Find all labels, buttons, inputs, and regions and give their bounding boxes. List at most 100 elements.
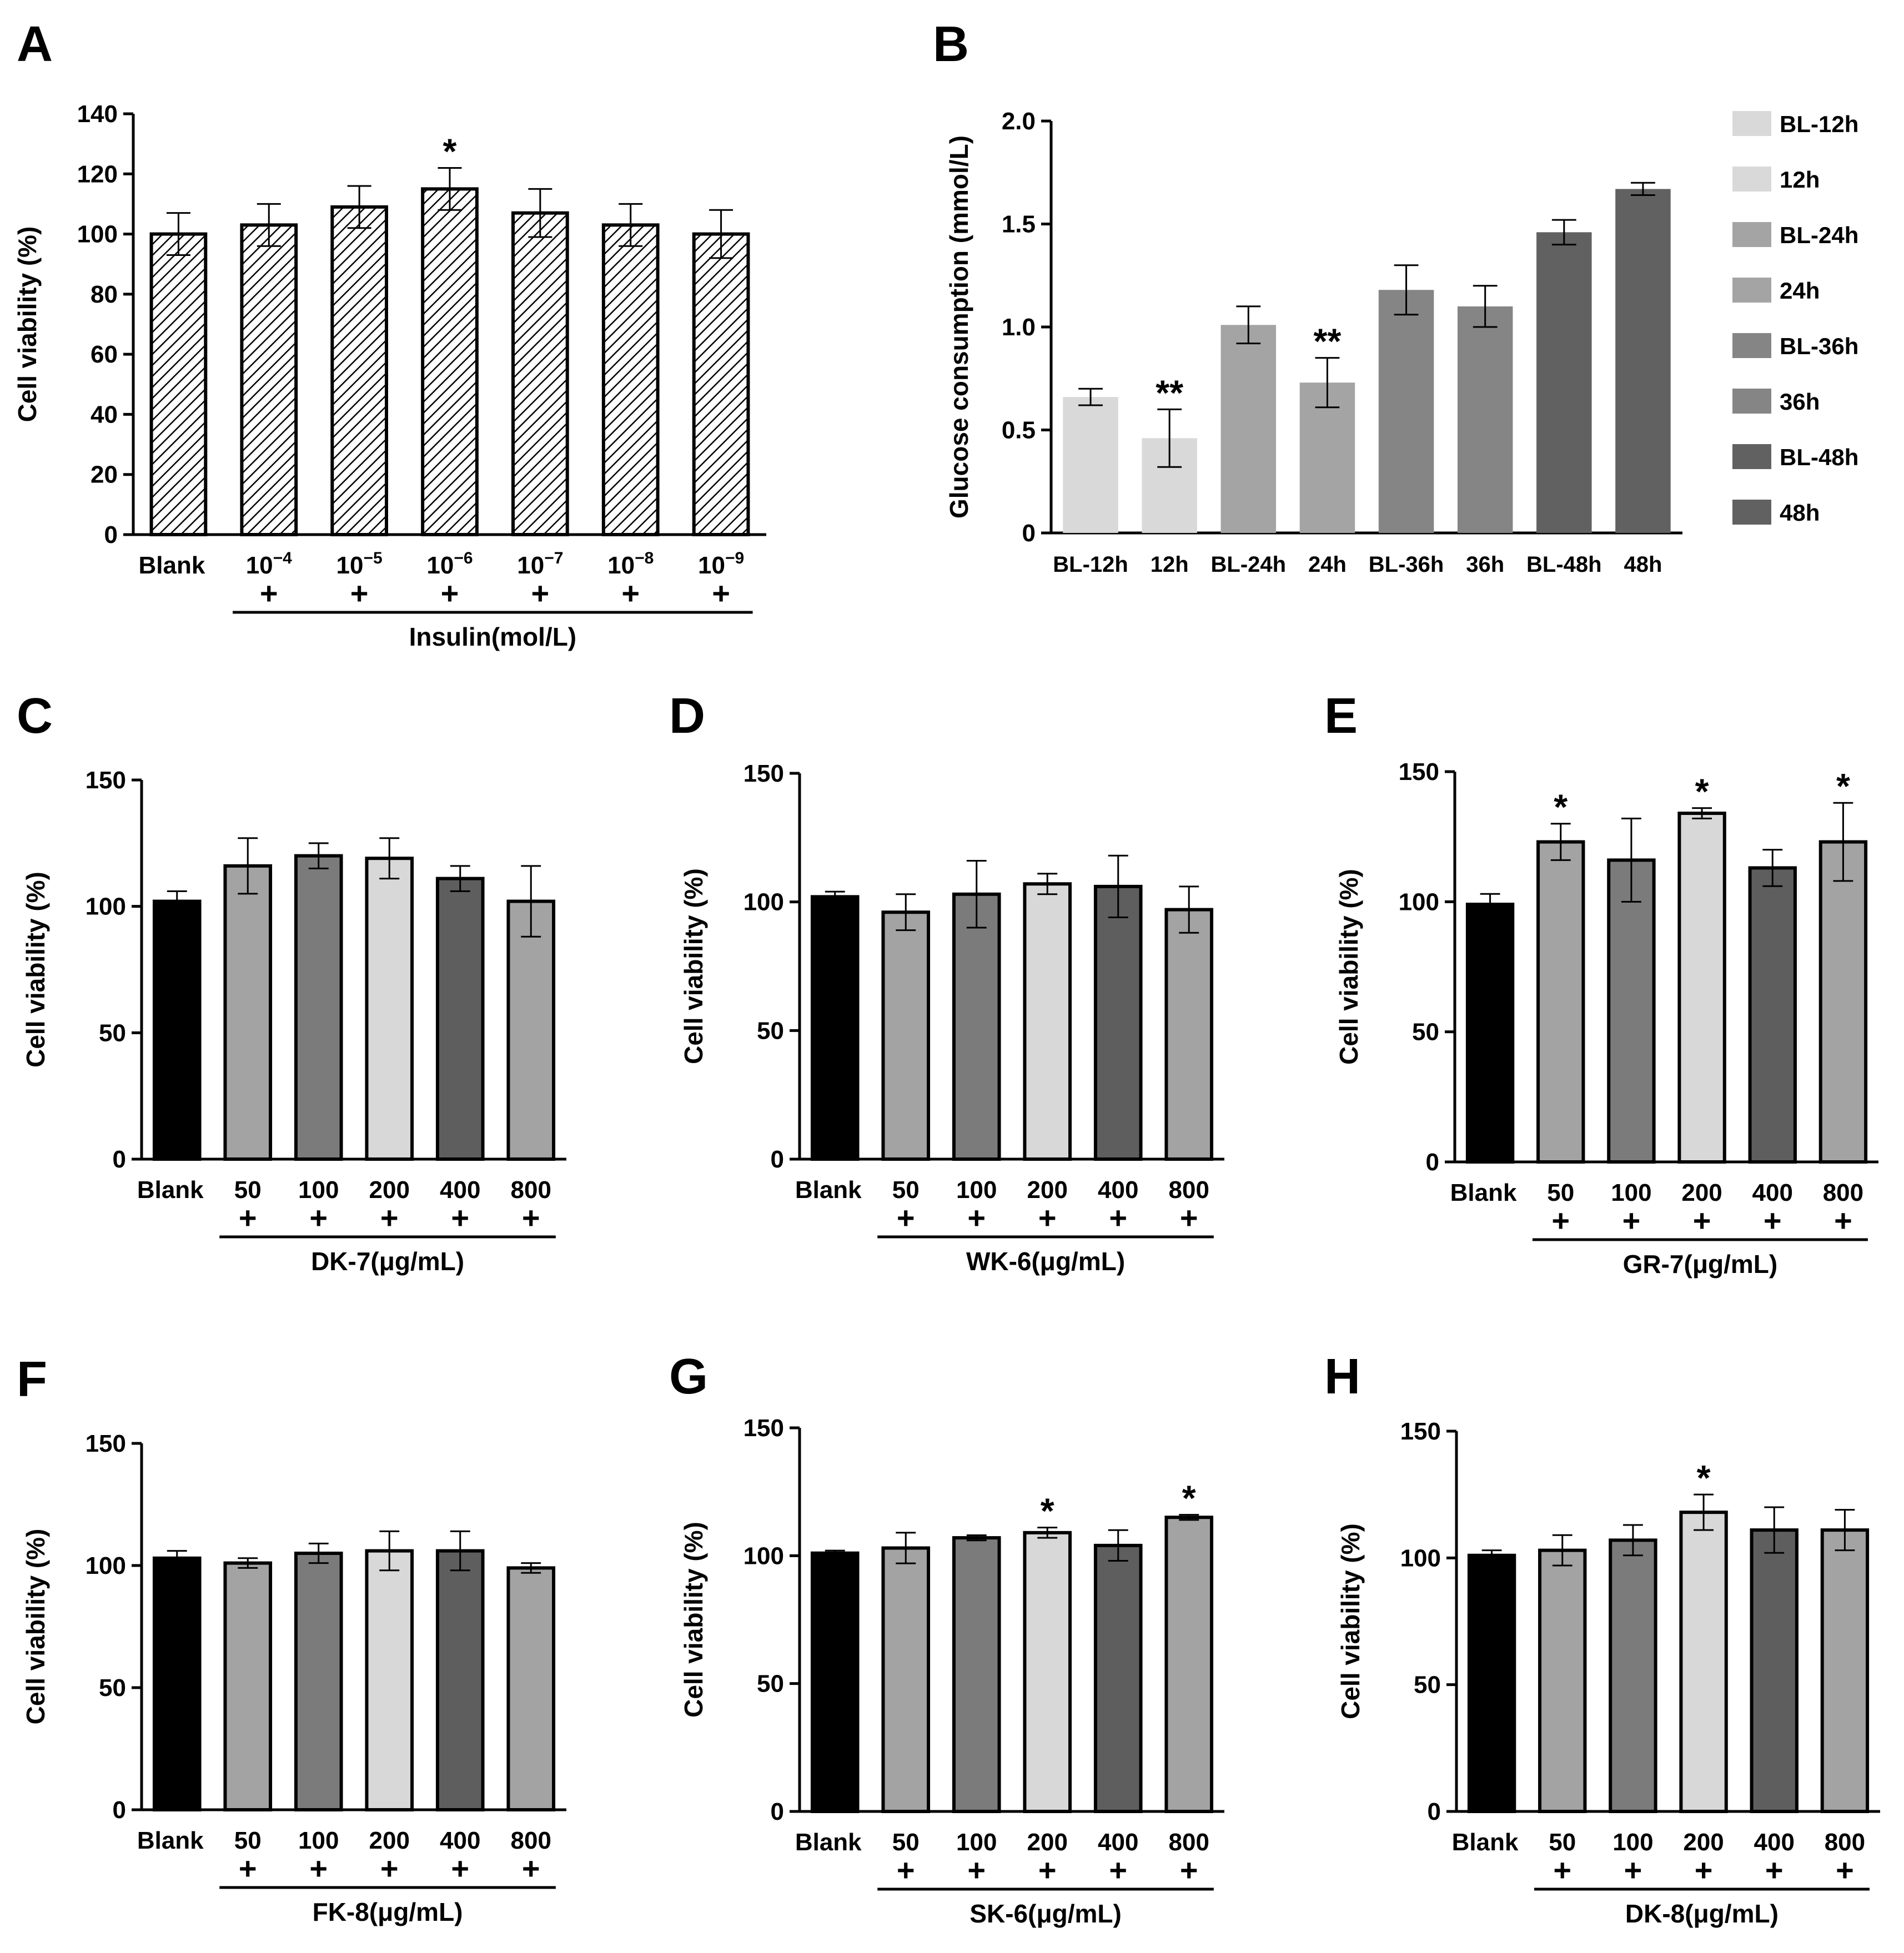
panel-b-legend-swatch [1732,500,1771,525]
panel-d-treatment-label: WK-6(μg/mL) [966,1247,1125,1276]
panel-h-category-label: 800 [1825,1829,1865,1856]
panel-f-category-label: Blank [137,1827,204,1854]
panel-c-category-label: 400 [440,1176,480,1204]
panel-h-ytick-label: 0 [1428,1798,1441,1825]
panel-d-ytick-label: 50 [757,1017,784,1044]
panel-c-bar [435,877,485,1161]
panel-d-category-label: 100 [956,1176,997,1204]
panel-e-significance-mark: * [1836,766,1850,806]
panel-c-category-label: 100 [298,1176,339,1204]
panel-b-ytick-label: 0 [1022,520,1036,547]
panel-a-bar [240,223,298,537]
panel-d-category-label: Blank [795,1176,862,1204]
panel-g-category-label: Blank [795,1829,862,1856]
panel-e-letter: E [1324,688,1358,744]
panel-b-legend-swatch [1732,444,1771,469]
panel-b-legend-swatch [1732,389,1771,414]
panel-g-bar [881,1546,931,1814]
panel-b-significance-mark: ** [1156,373,1183,412]
panel-c-ytick-label: 0 [113,1146,126,1173]
panel-f-plus-mark: + [380,1851,399,1886]
panel-c-category-label: 800 [511,1176,551,1204]
panel-b-legend-label: 12h [1780,167,1820,193]
panel-c-category-label: Blank [137,1176,204,1204]
panel-b-ytick-label: 1.0 [1002,314,1036,341]
panel-b-letter: B [933,17,969,72]
panel-c-ytick-label: 50 [99,1019,126,1046]
panel-f-category-label: 800 [511,1827,551,1854]
panel-b-legend-label: BL-12h [1780,111,1858,137]
panel-c-bar [506,899,556,1161]
panel-a-plus-mark: + [531,576,550,611]
panel-d-bar [952,892,1001,1161]
panel-c-plus-mark: + [309,1200,328,1235]
panel-c-plus-mark: + [380,1200,399,1235]
panel-d-plus-mark: + [1109,1200,1127,1235]
panel-a-y-label: Cell viability (%) [13,226,42,422]
panel-e-treatment-label: GR-7(μg/mL) [1623,1250,1778,1278]
panel-b-legend-label: BL-48h [1780,444,1858,470]
panel-b-legend-label: 36h [1780,389,1820,415]
panel-b-ytick-label: 0.5 [1002,417,1036,444]
panel-a-bar [511,211,569,536]
panel-f-ytick-label: 100 [86,1552,126,1579]
panel-b-bar [1615,189,1671,533]
panel-e-significance-mark: * [1695,772,1709,812]
panel-f-category-label: 200 [369,1827,410,1854]
panel-f-bar [365,1549,414,1812]
panel-f-category-label: 50 [234,1827,262,1854]
panel-f-bar [223,1561,273,1812]
panel-c-bar [365,857,414,1161]
panel-a-plus-mark: + [260,576,278,611]
panel-g-category-label: 200 [1027,1829,1068,1856]
panel-c-y-label: Cell viability (%) [21,872,50,1068]
panel-a-ytick-label: 0 [104,521,118,548]
panel-h-category-label: 50 [1549,1829,1576,1856]
panel-f-category-label: 100 [298,1827,339,1854]
panel-f-bar [506,1566,556,1811]
panel-a-ytick-label: 60 [91,341,118,368]
panel-g-ytick-label: 0 [771,1798,784,1825]
panel-c-plus-mark: + [239,1200,257,1235]
panel-d-y-label: Cell viability (%) [679,868,708,1064]
panel-a-treatment-label: Insulin(mol/L) [409,622,577,651]
panel-a-category-label: 10−6 [426,549,473,579]
panel-h-bar [1679,1511,1728,1813]
panel-c-treatment-label: DK-7(μg/mL) [311,1247,464,1276]
panel-f-category-label: 400 [440,1827,480,1854]
panel-b: B 0 0.5 1.0 1.5 2.0 Glucose consumption (mmol/… [933,17,1858,577]
panel-b-category-label: BL-24h [1211,552,1287,577]
panel-a-category-label: 10−4 [246,549,292,579]
panel-g-ytick-label: 150 [743,1415,784,1442]
panel-d-ytick-label: 0 [771,1146,784,1173]
panel-e-ytick-label: 100 [1399,888,1439,915]
panel-e-bar [1818,840,1868,1164]
panel-a-ytick-label: 100 [77,221,118,248]
panel-e-category-label: Blank [1450,1179,1517,1206]
panel-g-bar [810,1551,860,1813]
panel-h-category-label: Blank [1452,1829,1519,1856]
panel-a-plus-mark: + [441,576,459,611]
panel-d-ytick-label: 150 [743,760,784,787]
panel-d-bar [881,910,931,1161]
panel-e-category-label: 100 [1611,1179,1651,1206]
panel-h-ytick-label: 100 [1400,1544,1441,1572]
panel-e-bar [1677,811,1726,1164]
panel-g-ytick-label: 50 [757,1670,784,1698]
panel-e-bar [1748,866,1797,1164]
panel-a-category-label: 10−9 [698,549,744,579]
panel-b-legend-swatch [1732,278,1771,303]
panel-d-plus-mark: + [1180,1200,1198,1235]
panel-f-y-label: Cell viability (%) [21,1529,50,1725]
panel-b-bar [1063,397,1118,533]
panel-h-ytick-label: 50 [1414,1672,1441,1699]
panel-d-category-label: 200 [1027,1176,1068,1204]
panel-a-plus-mark: + [712,576,730,611]
panel-b-significance-mark: ** [1314,321,1342,361]
panel-d-ytick-label: 100 [743,889,784,916]
panel-b-ytick-label: 1.5 [1002,211,1036,238]
panel-a-ytick-label: 80 [91,281,118,308]
panel-a-plus-mark: + [350,576,369,611]
